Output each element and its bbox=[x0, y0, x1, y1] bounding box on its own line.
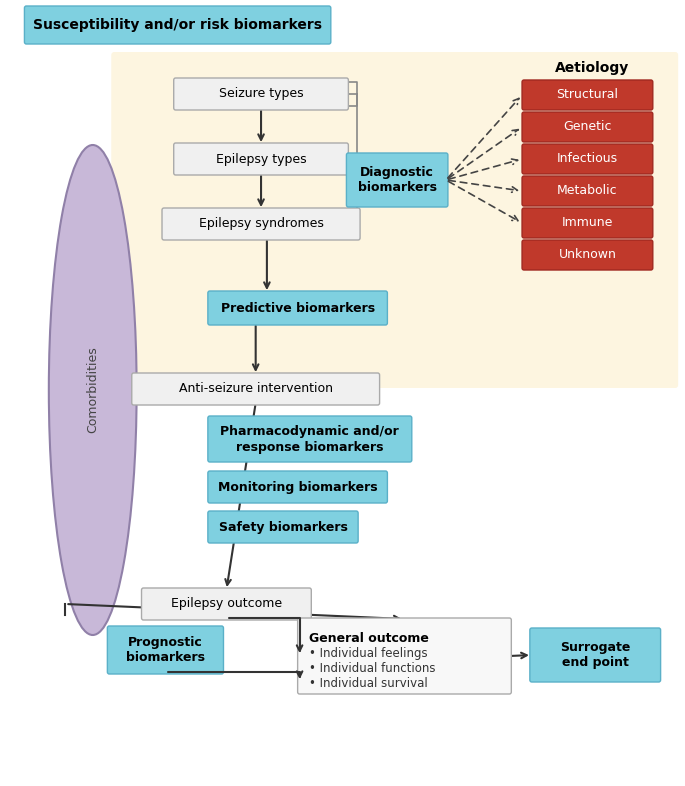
FancyBboxPatch shape bbox=[347, 153, 448, 207]
Ellipse shape bbox=[49, 145, 136, 635]
Text: Susceptibility and/or risk biomarkers: Susceptibility and/or risk biomarkers bbox=[33, 18, 322, 32]
FancyBboxPatch shape bbox=[162, 208, 360, 240]
FancyBboxPatch shape bbox=[522, 176, 653, 206]
FancyBboxPatch shape bbox=[174, 78, 349, 110]
Text: Epilepsy syndromes: Epilepsy syndromes bbox=[199, 218, 323, 230]
Text: Infectious: Infectious bbox=[557, 152, 618, 166]
FancyBboxPatch shape bbox=[208, 471, 388, 503]
FancyBboxPatch shape bbox=[108, 626, 223, 674]
Text: Prognostic
biomarkers: Prognostic biomarkers bbox=[126, 636, 205, 664]
Text: • Individual feelings: • Individual feelings bbox=[310, 647, 428, 660]
Text: Structural: Structural bbox=[556, 89, 619, 101]
Text: • Individual survival: • Individual survival bbox=[310, 677, 428, 690]
FancyBboxPatch shape bbox=[208, 511, 358, 543]
Text: Comorbidities: Comorbidities bbox=[86, 347, 99, 433]
FancyBboxPatch shape bbox=[132, 373, 379, 405]
Text: Aetiology: Aetiology bbox=[555, 61, 630, 75]
Text: Genetic: Genetic bbox=[563, 120, 612, 134]
Text: Anti-seizure intervention: Anti-seizure intervention bbox=[179, 383, 333, 395]
Text: General outcome: General outcome bbox=[310, 632, 429, 645]
FancyBboxPatch shape bbox=[142, 588, 311, 620]
FancyBboxPatch shape bbox=[174, 143, 349, 175]
FancyBboxPatch shape bbox=[522, 144, 653, 174]
Text: Immune: Immune bbox=[562, 216, 613, 230]
FancyBboxPatch shape bbox=[298, 618, 511, 694]
Text: Diagnostic
biomarkers: Diagnostic biomarkers bbox=[358, 166, 436, 194]
FancyBboxPatch shape bbox=[208, 416, 412, 462]
FancyBboxPatch shape bbox=[522, 80, 653, 110]
Text: Metabolic: Metabolic bbox=[557, 185, 618, 197]
Text: Safety biomarkers: Safety biomarkers bbox=[219, 520, 347, 534]
Text: Monitoring biomarkers: Monitoring biomarkers bbox=[218, 480, 377, 494]
Text: Epilepsy types: Epilepsy types bbox=[216, 152, 306, 166]
FancyBboxPatch shape bbox=[522, 208, 653, 238]
Text: • Individual functions: • Individual functions bbox=[310, 662, 436, 675]
Text: Epilepsy outcome: Epilepsy outcome bbox=[171, 597, 282, 611]
FancyBboxPatch shape bbox=[25, 6, 331, 44]
Text: Unknown: Unknown bbox=[558, 248, 616, 262]
Text: Surrogate
end point: Surrogate end point bbox=[560, 641, 630, 669]
FancyBboxPatch shape bbox=[530, 628, 660, 682]
FancyBboxPatch shape bbox=[111, 52, 678, 388]
FancyBboxPatch shape bbox=[208, 291, 388, 325]
Text: Seizure types: Seizure types bbox=[219, 87, 303, 101]
Text: Predictive biomarkers: Predictive biomarkers bbox=[221, 302, 375, 314]
FancyBboxPatch shape bbox=[522, 112, 653, 142]
FancyBboxPatch shape bbox=[522, 240, 653, 270]
Text: Pharmacodynamic and/or
response biomarkers: Pharmacodynamic and/or response biomarke… bbox=[221, 424, 399, 454]
